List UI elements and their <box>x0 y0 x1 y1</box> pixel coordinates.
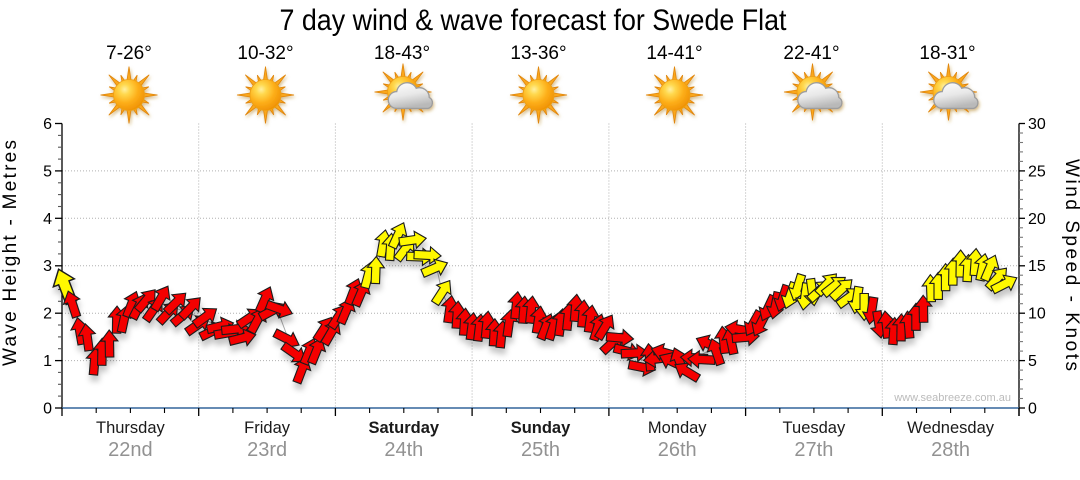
svg-text:26th: 26th <box>658 439 697 461</box>
svg-text:27th: 27th <box>794 439 833 461</box>
svg-text:3: 3 <box>43 258 52 275</box>
svg-text:28th: 28th <box>931 439 970 461</box>
svg-text:Wave Height - Metres: Wave Height - Metres <box>0 140 21 366</box>
svg-text:14-41°: 14-41° <box>646 43 702 64</box>
svg-text:24th: 24th <box>384 439 423 461</box>
svg-text:23rd: 23rd <box>247 439 287 461</box>
svg-text:2: 2 <box>43 306 52 323</box>
svg-text:7-26°: 7-26° <box>106 43 152 64</box>
svg-text:5: 5 <box>43 163 52 180</box>
svg-text:Wind Speed - Knots: Wind Speed - Knots <box>1061 159 1080 371</box>
svg-text:15: 15 <box>1028 258 1046 275</box>
svg-text:Tuesday: Tuesday <box>783 419 846 437</box>
svg-text:Wednesday: Wednesday <box>907 419 995 437</box>
svg-text:18-31°: 18-31° <box>919 43 975 64</box>
svg-text:Thursday: Thursday <box>96 419 166 437</box>
svg-text:Sunday: Sunday <box>511 419 571 437</box>
svg-text:10: 10 <box>1028 306 1046 323</box>
svg-text:0: 0 <box>1028 401 1037 418</box>
svg-text:Saturday: Saturday <box>368 419 439 437</box>
svg-text:www.seabreeze.com.au: www.seabreeze.com.au <box>893 392 1011 404</box>
svg-text:Friday: Friday <box>244 419 291 437</box>
svg-text:18-43°: 18-43° <box>374 43 430 64</box>
svg-text:6: 6 <box>43 116 52 133</box>
svg-text:7 day wind & wave forecast for: 7 day wind & wave forecast for Swede Fla… <box>280 4 788 37</box>
svg-text:Monday: Monday <box>648 419 707 437</box>
svg-text:20: 20 <box>1028 211 1046 228</box>
svg-text:25: 25 <box>1028 163 1046 180</box>
svg-text:0: 0 <box>43 401 52 418</box>
svg-text:13-36°: 13-36° <box>510 43 566 64</box>
svg-text:10-32°: 10-32° <box>237 43 293 64</box>
svg-text:4: 4 <box>43 211 52 228</box>
svg-text:22nd: 22nd <box>108 439 153 461</box>
svg-text:1: 1 <box>43 353 52 370</box>
svg-text:22-41°: 22-41° <box>783 43 839 64</box>
svg-text:30: 30 <box>1028 116 1046 133</box>
svg-text:5: 5 <box>1028 353 1037 370</box>
svg-text:25th: 25th <box>521 439 560 461</box>
